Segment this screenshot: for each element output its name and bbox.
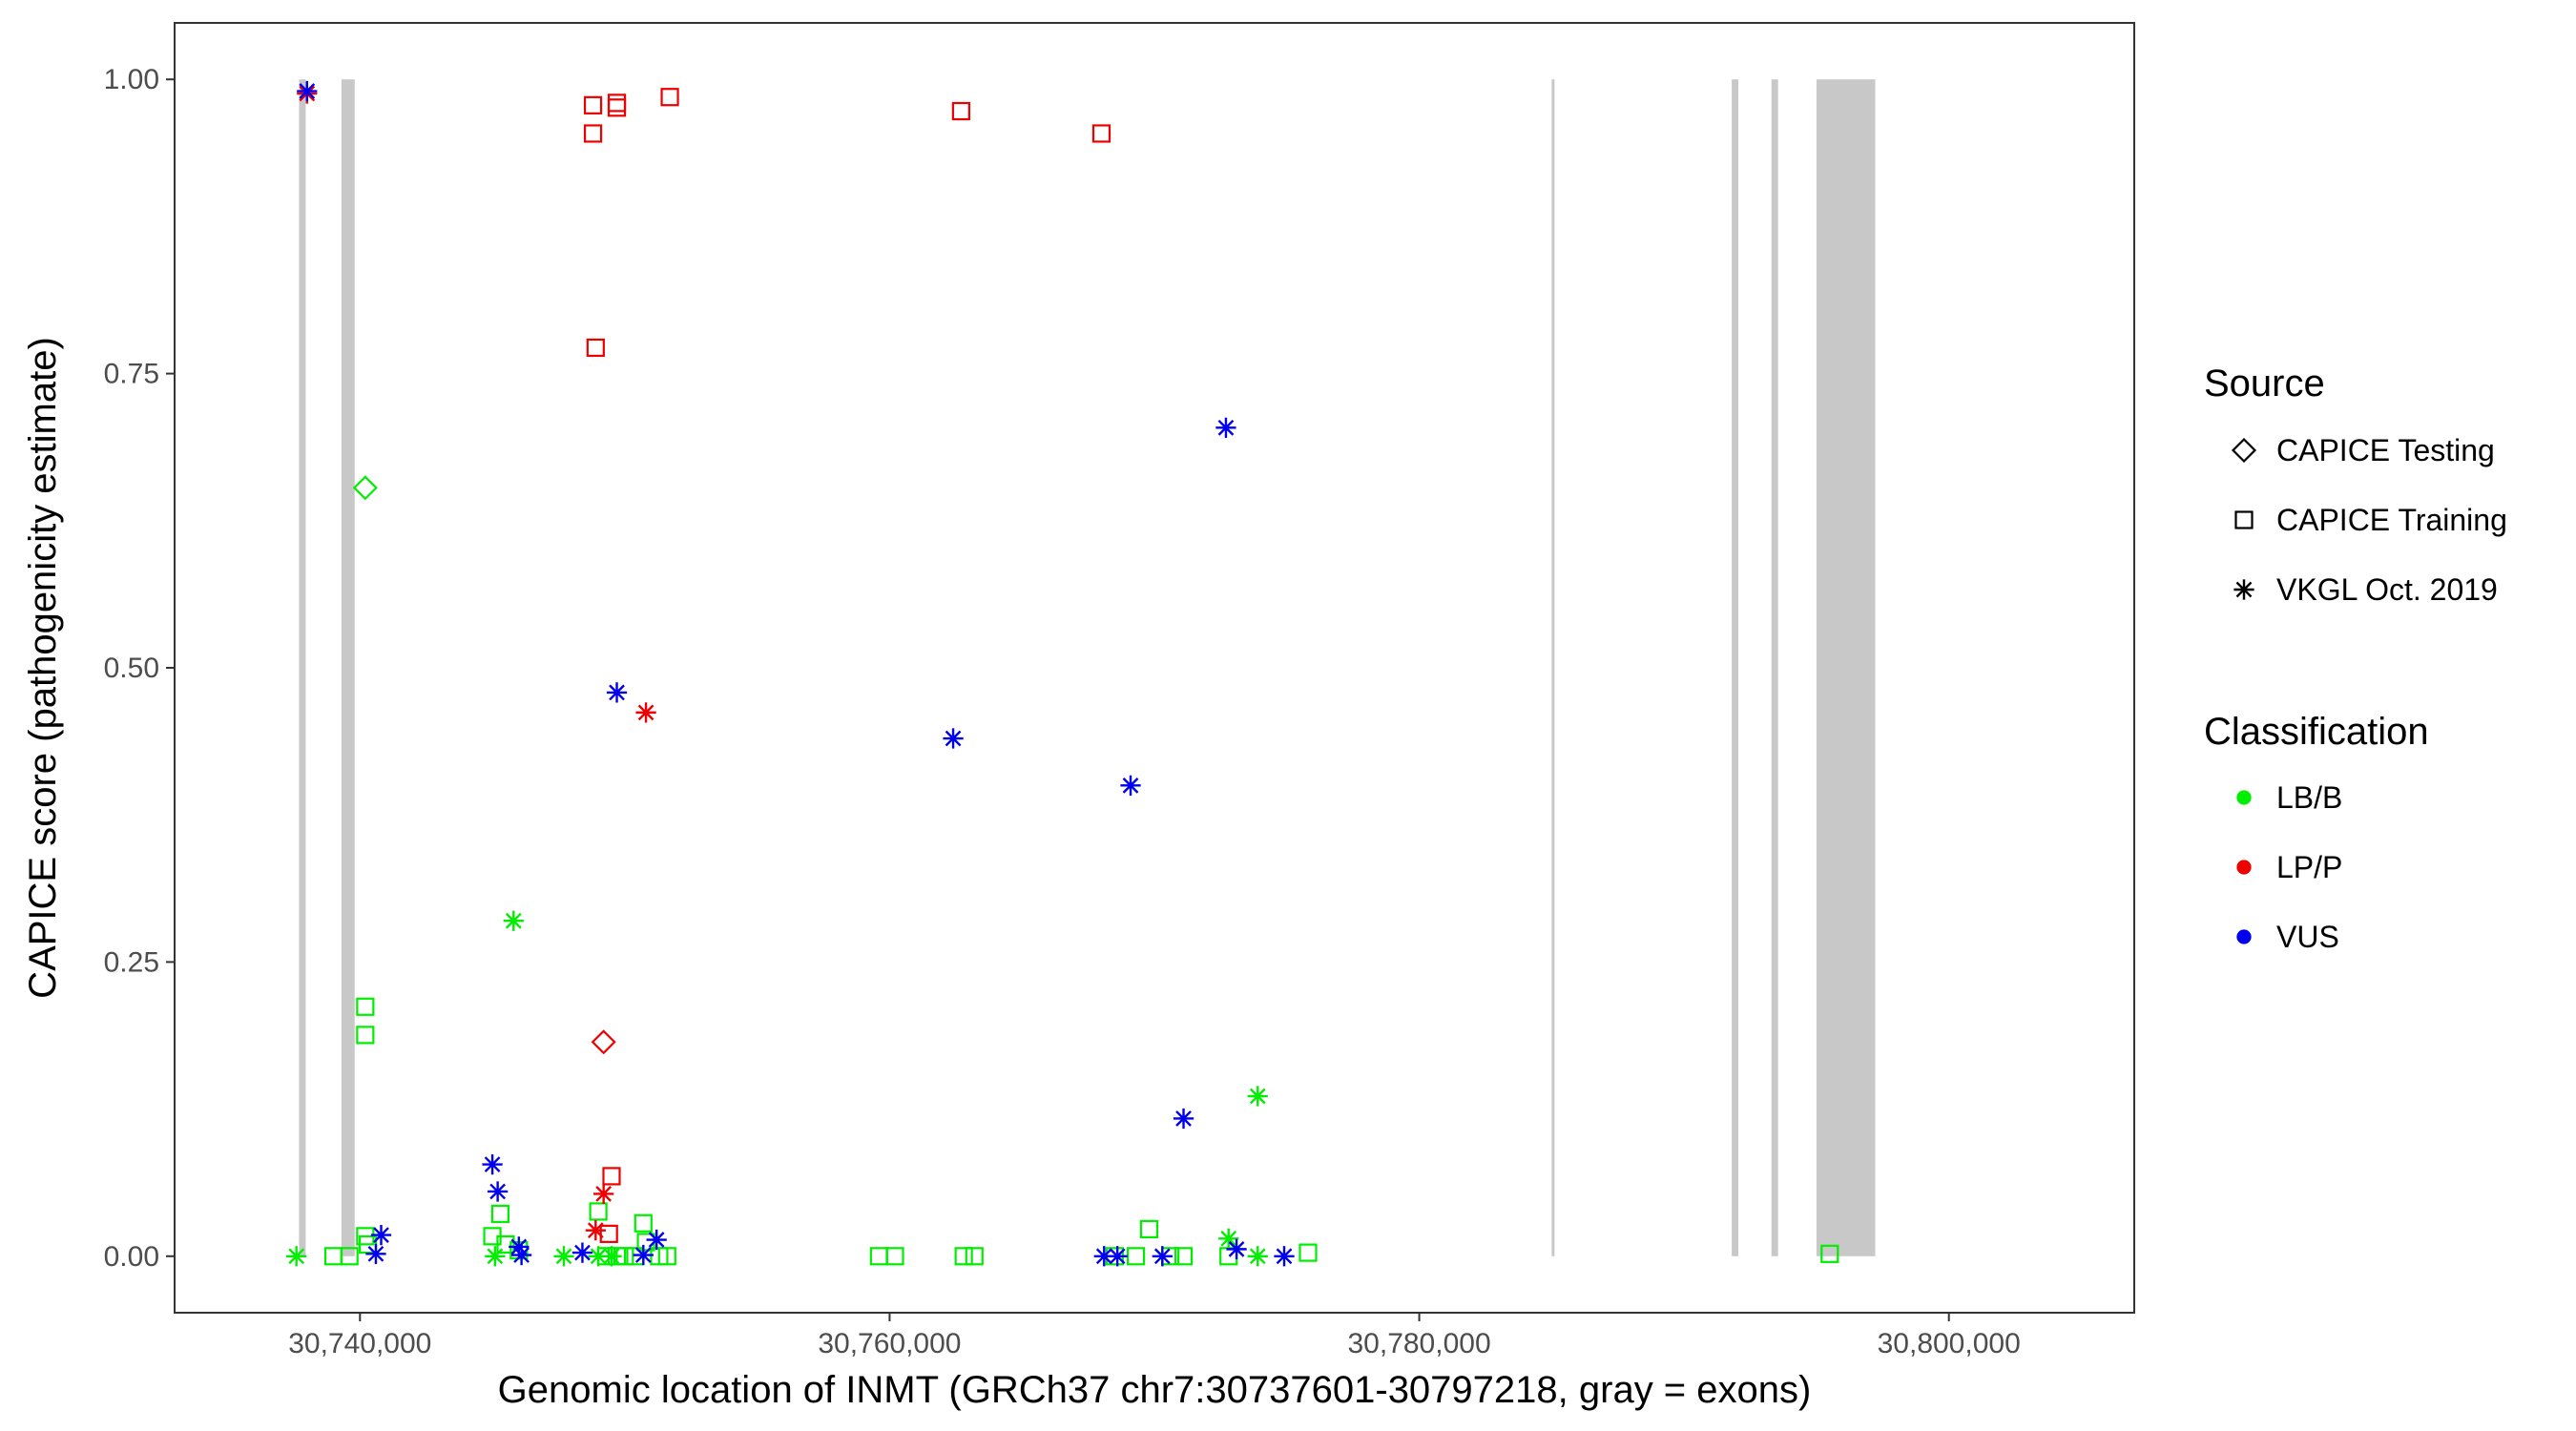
data-point-lbb-square: [885, 1247, 904, 1266]
data-point-lbb-asterisk: [485, 1246, 506, 1267]
y-axis-title: CAPICE score (pathogenicity estimate): [22, 337, 64, 999]
data-point-vus-asterisk: [606, 682, 628, 703]
data-point-lpp-square: [583, 124, 603, 143]
data-point-vus-asterisk: [1226, 1238, 1247, 1260]
data-point-lbb-square: [496, 1234, 515, 1255]
legend-classification-title: Classification: [2204, 711, 2429, 753]
data-point-lbb-square: [965, 1247, 984, 1266]
data-point-vus-asterisk: [1120, 775, 1141, 796]
data-point-lbb-square: [589, 1202, 608, 1221]
data-point-lpp-square: [1091, 124, 1111, 143]
data-point-lbb-square: [490, 1204, 510, 1223]
x-tick-label: 30,740,000: [288, 1328, 431, 1359]
data-point-lbb-asterisk: [1247, 1246, 1268, 1267]
legend: Source Classification CAPICE Testing CAPI…: [2204, 363, 2507, 954]
x-axis-title: Genomic location of INMT (GRCh37 chr7:30…: [498, 1369, 1812, 1411]
data-point-lpp-diamond: [591, 1029, 616, 1055]
exon-region: [341, 79, 355, 1256]
data-point-vus-asterisk: [943, 728, 964, 749]
y-tick-label: 0.75: [104, 359, 159, 390]
data-point-lpp-asterisk: [635, 702, 656, 723]
point-layer: [286, 80, 1839, 1267]
data-point-vus-asterisk: [1107, 1246, 1128, 1267]
y-tick-label: 0.25: [104, 946, 159, 978]
data-point-lbb-asterisk: [1218, 1228, 1239, 1249]
exon-region: [1732, 79, 1739, 1256]
y-tick-label: 0.50: [104, 653, 159, 684]
data-point-lbb-square: [634, 1213, 653, 1233]
y-tick-label: 1.00: [104, 64, 159, 95]
data-point-vus-asterisk: [482, 1153, 503, 1175]
data-point-lpp-square: [599, 1224, 618, 1243]
data-point-lbb-square: [356, 997, 375, 1016]
data-point-lbb-asterisk: [553, 1246, 574, 1267]
data-point-lbb-asterisk: [503, 910, 524, 931]
data-point-vus-asterisk: [488, 1181, 509, 1202]
legend-source-title: Source: [2204, 363, 2325, 404]
data-point-vus-asterisk: [510, 1244, 532, 1266]
exon-region: [1816, 79, 1876, 1256]
legend-source-label: CAPICE Training: [2276, 503, 2507, 537]
legend-classification-label: VUS: [2276, 920, 2339, 954]
x-tick-label: 30,760,000: [818, 1328, 961, 1359]
exon-layer: [299, 79, 1876, 1256]
data-point-vus-asterisk: [297, 80, 318, 102]
data-point-lbb-diamond: [352, 475, 378, 501]
data-point-vus-asterisk: [1173, 1108, 1195, 1130]
data-point-lbb-square: [1820, 1244, 1839, 1263]
legend-key-square: [2234, 510, 2254, 529]
data-point-lbb-asterisk: [588, 1246, 609, 1267]
x-tick-label: 30,800,000: [1878, 1328, 2021, 1359]
legend-key-dot: [2236, 929, 2252, 944]
legend-source-label: VKGL Oct. 2019: [2276, 572, 2498, 607]
x-tick-label: 30,780,000: [1347, 1328, 1490, 1359]
data-point-vus-asterisk: [1152, 1246, 1173, 1267]
data-point-lpp-square: [583, 95, 603, 114]
legend-classification-label: LP/P: [2276, 850, 2342, 884]
data-point-lbb-square: [657, 1247, 676, 1266]
data-point-lpp-square: [660, 88, 679, 107]
data-point-lpp-asterisk: [585, 1220, 606, 1241]
y-tick-label: 0.00: [104, 1241, 159, 1273]
legend-key-diamond: [2231, 437, 2257, 464]
data-point-lpp-square: [607, 98, 627, 117]
data-point-lpp-asterisk: [593, 1183, 614, 1205]
exon-region: [299, 79, 306, 1256]
data-point-lpp-square: [607, 93, 627, 113]
legend-source-label: CAPICE Testing: [2276, 433, 2495, 467]
data-point-lbb-square: [323, 1247, 343, 1266]
legend-key-asterisk: [2233, 579, 2254, 600]
data-point-lpp-square: [602, 1167, 621, 1186]
legend-classification-label: LB/B: [2276, 780, 2342, 815]
data-point-lbb-square: [1174, 1247, 1194, 1266]
data-point-vus-asterisk: [1274, 1246, 1295, 1267]
exon-region: [1551, 79, 1555, 1256]
data-point-lbb-square: [1139, 1219, 1159, 1239]
data-point-vus-asterisk: [509, 1236, 530, 1257]
data-point-vus-asterisk: [365, 1243, 386, 1264]
data-point-lpp-square: [951, 101, 970, 121]
data-point-lbb-square: [1298, 1243, 1318, 1262]
data-point-lbb-square: [954, 1247, 973, 1266]
data-point-lbb-square: [1126, 1247, 1146, 1266]
axis-layer: 30,740,000 30,760,000 30,780,000 30,800,000…: [104, 64, 2021, 1359]
exon-region: [1771, 79, 1778, 1256]
data-point-lbb-asterisk: [1247, 1086, 1268, 1107]
data-point-lbb-asterisk: [286, 1246, 307, 1267]
legend-key-dot: [2236, 860, 2252, 875]
data-point-lpp-square: [586, 338, 605, 358]
data-point-vus-asterisk: [633, 1244, 654, 1266]
data-point-lbb-square: [869, 1247, 888, 1266]
data-point-vus-asterisk: [646, 1229, 667, 1251]
data-point-lbb-square: [340, 1247, 359, 1266]
data-point-vus-asterisk: [1215, 417, 1236, 438]
data-point-lbb-square: [356, 1026, 375, 1045]
data-point-vus-asterisk: [571, 1242, 593, 1263]
legend-key-dot: [2236, 790, 2252, 805]
data-point-lbb-asterisk: [601, 1246, 622, 1267]
data-point-vus-asterisk: [1093, 1246, 1114, 1267]
data-point-vus-asterisk: [370, 1224, 392, 1246]
